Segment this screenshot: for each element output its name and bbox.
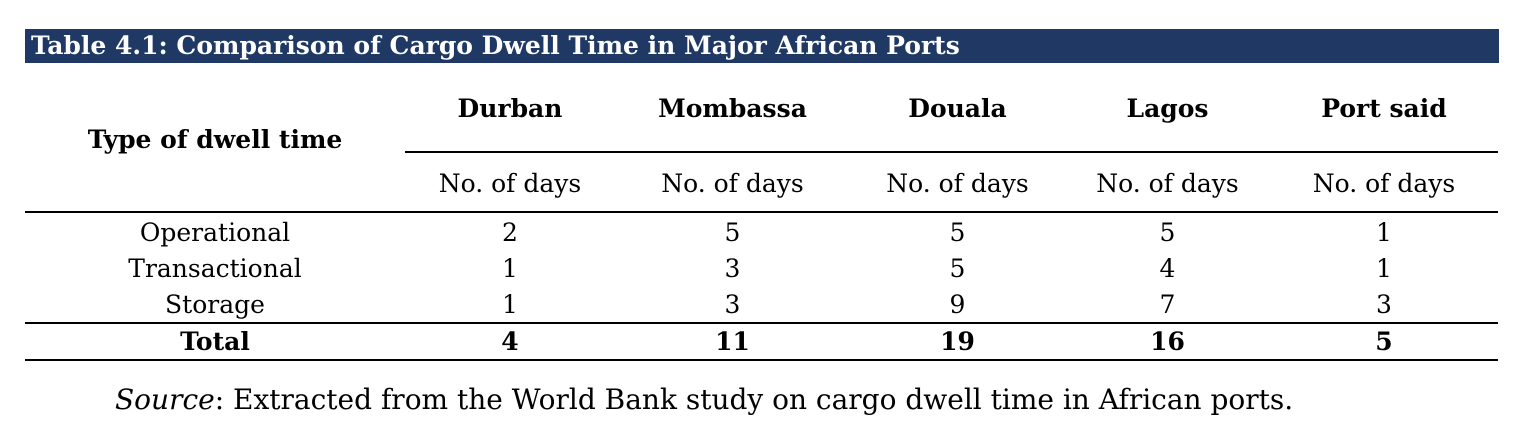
total-cell: 4: [501, 327, 519, 356]
table-cell: 3: [724, 290, 741, 319]
port-header-port-said: Port said: [1321, 94, 1447, 123]
table-cell: 3: [1376, 290, 1392, 319]
row-label-storage: Storage: [165, 290, 265, 319]
total-top-rule: [25, 322, 1498, 324]
total-cell: 5: [1375, 327, 1393, 356]
total-cell: 16: [1150, 327, 1185, 356]
port-header-douala: Douala: [908, 94, 1007, 123]
table-cell: 5: [1159, 218, 1176, 247]
table-cell: 9: [949, 290, 966, 319]
table-cell: 1: [1376, 254, 1392, 283]
table-cell: 1: [1376, 218, 1392, 247]
source-lead: Source: [115, 383, 215, 416]
table-cell: 5: [724, 218, 741, 247]
row-header-label: Type of dwell time: [87, 125, 343, 154]
port-header-lagos: Lagos: [1126, 94, 1209, 123]
unit-label-port-said: No. of days: [1312, 169, 1456, 198]
port-header-mombassa: Mombassa: [658, 94, 807, 123]
table-cell: 7: [1159, 290, 1176, 319]
header-bottom-rule: [25, 211, 1498, 213]
table-cell: 1: [502, 254, 518, 283]
row-label-operational: Operational: [139, 218, 291, 247]
unit-label-lagos: No. of days: [1096, 169, 1239, 198]
table-cell: 5: [949, 218, 966, 247]
table-bottom-rule: [25, 359, 1498, 361]
total-cell: 11: [715, 327, 750, 356]
table-cell: 2: [502, 218, 518, 247]
source-text: : Extracted from the World Bank study on…: [214, 383, 1294, 416]
unit-label-douala: No. of days: [886, 169, 1029, 198]
unit-label-durban: No. of days: [438, 169, 582, 198]
row-label-transactional: Transactional: [128, 254, 302, 283]
row-label-total: Total: [180, 327, 250, 356]
table-title: Table 4.1: Comparison of Cargo Dwell Tim…: [25, 29, 1499, 63]
source-note: Source: Extracted from the World Bank st…: [115, 383, 1293, 417]
port-header-durban: Durban: [457, 94, 563, 123]
table-cell: 1: [502, 290, 518, 319]
total-cell: 19: [940, 327, 975, 356]
header-divider: [405, 151, 1498, 153]
table-cell: 4: [1159, 254, 1176, 283]
table-cell: 3: [724, 254, 741, 283]
unit-label-mombassa: No. of days: [661, 169, 804, 198]
table-cell: 5: [949, 254, 966, 283]
